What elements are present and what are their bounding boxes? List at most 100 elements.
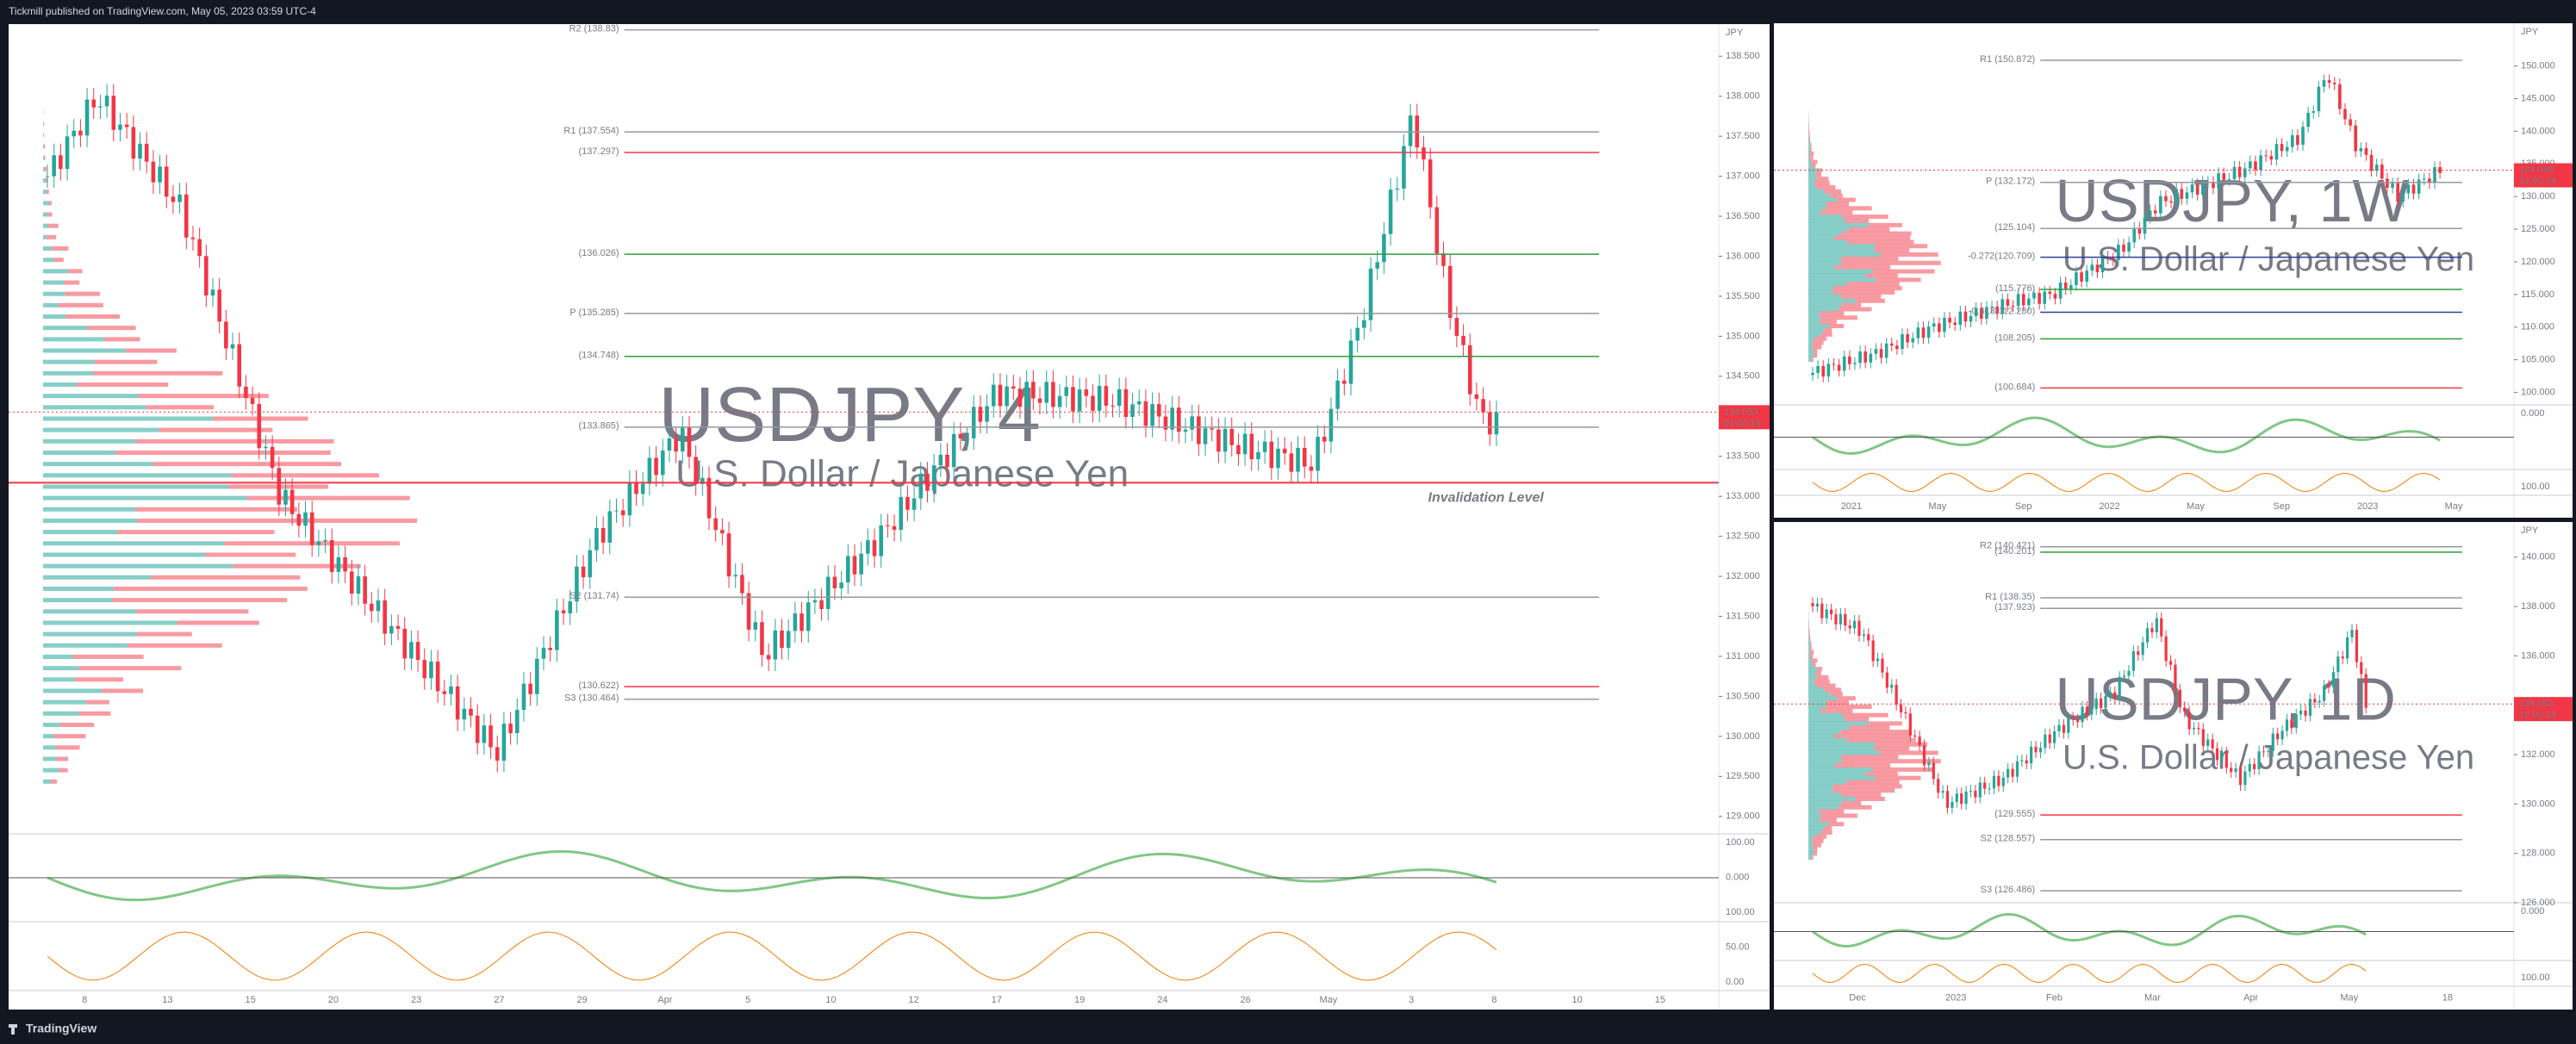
indicator-axis-label: 0.000 — [2521, 906, 2545, 917]
candle-body — [1494, 412, 1499, 435]
symbol-description: U.S. Dollar / Japanese Yen — [2063, 240, 2474, 278]
candle-body — [1844, 613, 1847, 626]
candle-body — [2201, 729, 2205, 746]
level-label: S2 (128.557) — [1981, 834, 2036, 844]
candle-body — [402, 628, 408, 659]
volume-profile-bar — [246, 495, 410, 500]
volume-profile-bar — [1814, 181, 1830, 186]
candle-body — [1948, 317, 1951, 323]
price-axis-label: 120.000 — [2521, 257, 2555, 267]
candle-body — [2118, 676, 2121, 699]
candle-body — [2011, 768, 2014, 777]
volume-profile-bar — [1816, 683, 1836, 688]
candle-body — [694, 457, 698, 484]
volume-profile-bar — [1808, 172, 1816, 177]
candle-body — [1837, 364, 1841, 371]
candle-body — [839, 582, 843, 588]
price-axis-label: 132.500 — [1726, 531, 1760, 542]
candle-body — [2306, 112, 2310, 127]
volume-profile-bar — [43, 144, 45, 149]
indicator-axis-label: 100.00 — [2521, 482, 2550, 492]
volume-profile-bar — [1872, 767, 1935, 772]
candle-body — [2127, 242, 2131, 252]
candle-body — [2021, 294, 2025, 306]
candle-body — [2433, 167, 2436, 183]
candle-body — [84, 99, 90, 136]
candle-body — [667, 438, 672, 451]
candle-body — [1969, 790, 1973, 792]
candle-body — [2401, 193, 2405, 202]
candle-body — [1816, 365, 1820, 373]
candle-body — [1908, 713, 1912, 736]
candle-body — [2001, 777, 2005, 786]
candle-body — [1829, 609, 1833, 615]
candle-body — [224, 321, 228, 349]
candle-body — [164, 166, 169, 197]
candle-body — [528, 683, 532, 694]
volume-profile-bar — [1808, 332, 1821, 337]
volume-profile-bar — [1820, 315, 1857, 320]
candle-body — [244, 386, 248, 398]
candle-body — [1941, 791, 1944, 793]
time-axis-label: Apr — [2243, 992, 2258, 1003]
volume-profile-bar — [1808, 320, 1820, 325]
price-tag-value: 134.053 — [2519, 699, 2554, 709]
indicator-axis-label: 100.00 — [1726, 907, 1755, 917]
volume-profile-bar — [1808, 336, 1815, 341]
time-axis-label: 2021 — [1841, 501, 1862, 512]
candle-body — [899, 496, 904, 531]
candle-body — [409, 642, 414, 659]
chart-panel: USDJPY, 4U.S. Dollar / Japanese Yen R2 (1… — [9, 23, 1770, 1010]
volume-profile-bar — [43, 587, 114, 591]
candle-body — [1945, 791, 1950, 808]
candle-body — [1197, 416, 1201, 444]
candle-body — [786, 631, 791, 649]
candle-body — [2386, 178, 2389, 188]
volume-profile-bar — [1808, 151, 1811, 156]
volume-profile-bar — [1819, 311, 1845, 316]
candle-body — [2323, 685, 2326, 701]
candle-body — [1467, 345, 1472, 395]
candle-body — [2417, 179, 2421, 194]
candle-body — [482, 725, 487, 743]
volume-profile-bar — [43, 382, 78, 387]
stochastic-line — [1812, 963, 2367, 984]
volume-profile-bar — [1808, 721, 1869, 726]
candle-body — [1447, 265, 1453, 319]
volume-profile-bar — [43, 427, 159, 432]
volume-profile-bar — [1820, 320, 1837, 325]
header-text: Tickmill published on TradingView.com, M… — [9, 5, 316, 17]
volume-profile-bar — [47, 212, 53, 217]
time-axis-label: Sep — [2274, 501, 2291, 512]
candle-body — [1953, 322, 1957, 326]
candle-body — [1904, 712, 1907, 714]
candle-body — [2200, 182, 2205, 196]
candle-body — [2327, 685, 2330, 688]
annotation: Invalidation Level — [1428, 491, 1545, 506]
volume-profile-bar — [1808, 206, 1826, 211]
price-axis-label: 105.000 — [2521, 355, 2555, 365]
volume-profile-bar — [1808, 805, 1839, 810]
volume-profile-bar — [1808, 134, 1809, 140]
candle-body — [2285, 146, 2289, 152]
candle-body — [1388, 190, 1393, 234]
price-axis-label: 138.000 — [1726, 91, 1760, 102]
volume-profile-bar — [1819, 809, 1845, 814]
volume-profile-bar — [1874, 746, 1910, 751]
volume-profile-bar — [1814, 679, 1830, 684]
volume-profile-bar — [1808, 256, 1842, 261]
candle-body — [1974, 308, 1978, 316]
volume-profile-bar — [1808, 687, 1825, 693]
volume-profile-bar — [1808, 649, 1811, 655]
candle-body — [383, 600, 387, 634]
candle-body — [1203, 428, 1208, 444]
volume-profile-bar — [78, 666, 182, 671]
candle-body — [395, 625, 401, 629]
volume-profile-bar — [1808, 717, 1845, 722]
candle-body — [958, 433, 963, 439]
volume-profile-bar — [1808, 315, 1821, 320]
volume-profile-bar — [1823, 826, 1832, 831]
candle-body — [217, 289, 221, 322]
volume-profile-bar — [1820, 708, 1853, 713]
level-label: (100.684) — [1994, 382, 2035, 392]
